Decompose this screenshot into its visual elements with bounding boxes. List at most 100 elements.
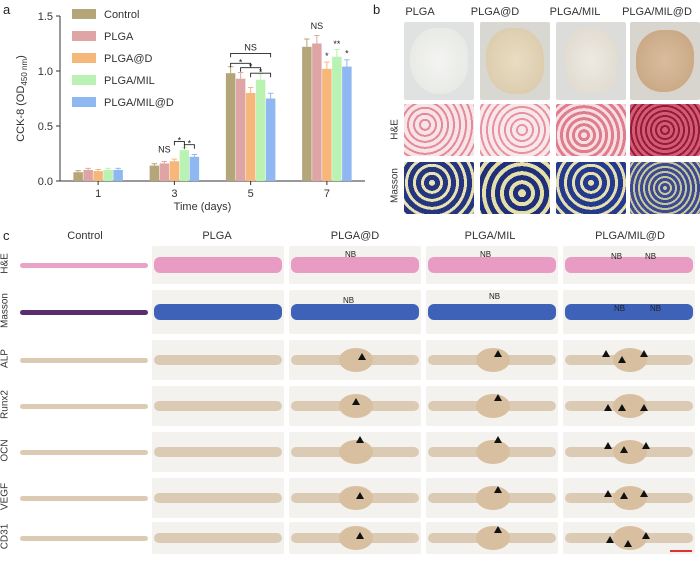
c-tile-vegf-plga-mil bbox=[426, 478, 558, 518]
nb-label: NB bbox=[645, 252, 657, 261]
b-photo-plga-d bbox=[480, 22, 550, 100]
bar-plga-day1 bbox=[83, 170, 93, 181]
c-tile-masson-plga bbox=[152, 290, 284, 334]
c-tile-alp-plga-mil-d bbox=[563, 340, 695, 380]
tissue-band bbox=[154, 257, 282, 273]
c-col-plga-mil: PLGA/MIL bbox=[464, 230, 516, 242]
b-photo-plga bbox=[404, 22, 474, 100]
y-label-close: ) bbox=[15, 55, 27, 59]
significance-mark: NS bbox=[158, 144, 171, 154]
x-tick-label: 7 bbox=[324, 188, 330, 200]
arrowhead-marker bbox=[640, 404, 648, 411]
b-masson-plga bbox=[404, 162, 474, 214]
y-axis-label: CCK-8 (OD450 nm) bbox=[15, 55, 29, 142]
b-col-plga: PLGA bbox=[405, 6, 435, 18]
tissue-band bbox=[291, 257, 419, 273]
panel-letter-c: c bbox=[3, 228, 10, 243]
arrowhead-marker bbox=[624, 540, 632, 547]
b-he-plga-mil-d bbox=[630, 104, 700, 156]
arrowhead-marker bbox=[358, 353, 366, 360]
panel-letter-b: b bbox=[373, 2, 381, 17]
bar-plga-d-day5 bbox=[245, 93, 256, 181]
nb-label: NB bbox=[343, 296, 355, 305]
x-tick-label: 3 bbox=[171, 188, 177, 200]
arrowhead-marker bbox=[604, 442, 612, 449]
significance-mark: NS bbox=[311, 21, 324, 31]
arrowhead-marker bbox=[602, 350, 610, 357]
c-tile-masson-control bbox=[18, 290, 150, 334]
significance-bracket bbox=[240, 67, 262, 72]
c-tile-ocn-control bbox=[18, 432, 150, 472]
b-photo-plga-mil bbox=[556, 22, 626, 100]
c-col-plga-mil-d: PLGA/MIL@D bbox=[595, 230, 665, 242]
c-tile-h-e-plga bbox=[152, 246, 284, 284]
nb-label: NB bbox=[489, 292, 501, 301]
legend-label-4: PLGA/MIL@D bbox=[104, 97, 174, 109]
significance-mark: * bbox=[239, 57, 243, 67]
arrowhead-marker bbox=[356, 436, 364, 443]
bar-control-day7 bbox=[302, 46, 312, 181]
legend-swatch-4 bbox=[72, 97, 96, 107]
bar-plga-mil-day5 bbox=[255, 79, 266, 181]
significance-bracket bbox=[250, 72, 272, 78]
legend-label-3: PLGA/MIL bbox=[104, 75, 155, 87]
significance-mark: ** bbox=[333, 39, 341, 49]
b-he-plga-mil bbox=[556, 104, 626, 156]
c-row-label-h-e: H&E bbox=[0, 253, 11, 274]
significance-bracket bbox=[183, 144, 195, 149]
c-tile-runx2-plga-d bbox=[289, 386, 421, 426]
tissue-band bbox=[20, 449, 148, 455]
bar-control-day5 bbox=[225, 73, 236, 181]
tissue-band bbox=[428, 257, 556, 273]
legend-label-0: Control bbox=[104, 9, 139, 21]
x-tick-label: 1 bbox=[95, 188, 101, 200]
bar-plga-mil-d-day5 bbox=[265, 98, 276, 181]
c-tile-ocn-plga bbox=[152, 432, 284, 472]
tissue-band bbox=[565, 304, 693, 320]
arrowhead-marker bbox=[494, 486, 502, 493]
arrowhead-marker bbox=[640, 350, 648, 357]
bar-plga-d-day3 bbox=[169, 161, 180, 181]
legend-swatch-1 bbox=[72, 31, 96, 41]
bar-plga-d-day7 bbox=[322, 68, 332, 181]
c-tile-alp-plga-mil bbox=[426, 340, 558, 380]
nb-label: NB bbox=[611, 252, 623, 261]
b-row-he: H&E bbox=[389, 119, 401, 140]
b-photo-plga-mil-d bbox=[630, 22, 700, 100]
tissue-band bbox=[154, 533, 282, 543]
c-tile-ocn-plga-mil-d bbox=[563, 432, 695, 472]
nb-label: NB bbox=[614, 304, 626, 313]
significance-mark: * bbox=[259, 67, 263, 77]
arrowhead-marker bbox=[604, 490, 612, 497]
c-tile-cd31-plga bbox=[152, 522, 284, 554]
arrowhead-marker bbox=[640, 490, 648, 497]
legend-label-1: PLGA bbox=[104, 31, 134, 43]
c-tile-alp-control bbox=[18, 340, 150, 380]
c-tile-alp-plga bbox=[152, 340, 284, 380]
legend-swatch-0 bbox=[72, 9, 96, 19]
c-row-label-cd31: CD31 bbox=[0, 523, 11, 550]
c-row-label-masson: Masson bbox=[0, 293, 11, 329]
bar-plga-mil-d-day7 bbox=[342, 66, 352, 181]
c-tile-h-e-plga-d bbox=[289, 246, 421, 284]
arrowhead-marker bbox=[494, 436, 502, 443]
legend-swatch-2 bbox=[72, 53, 96, 63]
c-col-control: Control bbox=[67, 230, 103, 242]
tissue-band bbox=[20, 309, 148, 315]
b-masson-plga-mil-d bbox=[630, 162, 700, 214]
tissue-band bbox=[20, 535, 148, 541]
b-he-plga bbox=[404, 104, 474, 156]
tissue-band bbox=[154, 304, 282, 320]
y-tick-label: 0.0 bbox=[38, 176, 53, 188]
new-bone-region bbox=[613, 440, 648, 464]
tissue-band bbox=[20, 403, 148, 409]
significance-mark: * bbox=[188, 139, 192, 149]
b-col-plga-mil-d: PLGA/MIL@D bbox=[622, 6, 692, 18]
tissue-band bbox=[20, 357, 148, 363]
arrowhead-marker bbox=[356, 532, 364, 539]
c-tile-masson-plga-d bbox=[289, 290, 421, 334]
b-col-plga-mil: PLGA/MIL bbox=[549, 6, 601, 18]
tissue-band bbox=[154, 401, 282, 411]
y-label-main: CCK-8 (OD bbox=[15, 86, 27, 142]
arrowhead-marker bbox=[604, 404, 612, 411]
